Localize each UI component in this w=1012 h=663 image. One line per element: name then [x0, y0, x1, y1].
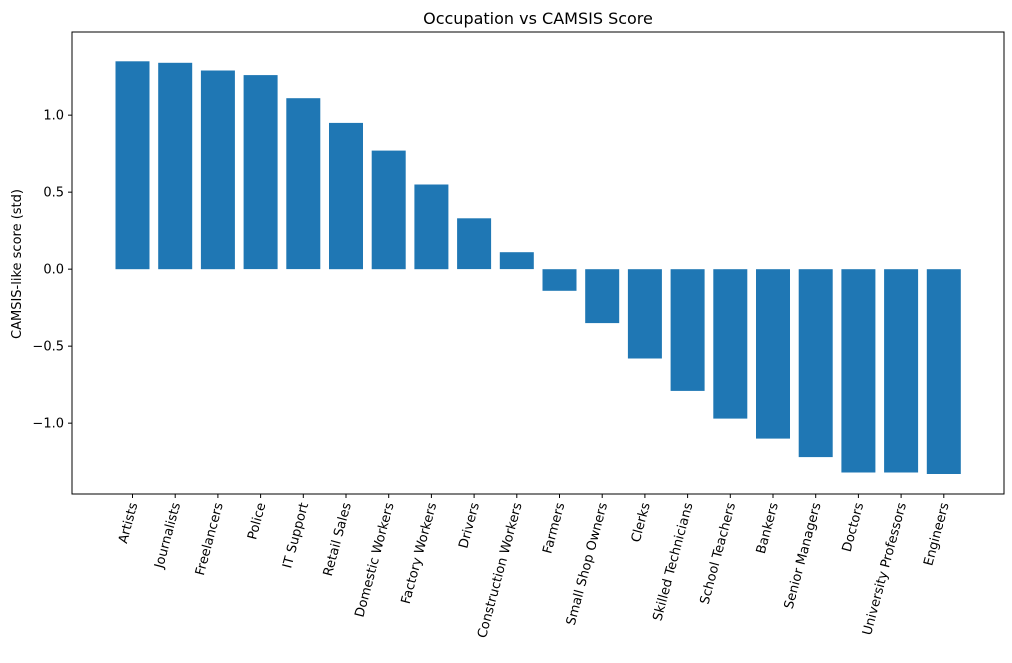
bar	[329, 122, 363, 270]
bar	[756, 269, 790, 439]
x-tick-label: IT Support	[280, 501, 312, 570]
x-tick-label: Police	[245, 501, 269, 541]
x-tick-label: University Professors	[860, 501, 910, 637]
x-tick-label: Clerks	[629, 501, 654, 544]
bar	[158, 62, 193, 270]
y-axis-label: CAMSIS-like score (std)	[10, 189, 25, 339]
bar	[286, 98, 321, 270]
x-tick-label: Senior Managers	[782, 501, 825, 611]
y-tick-label: 1.0	[43, 109, 64, 124]
x-axis-ticks: Artists Journalists Freelancers Police IT Su…	[116, 494, 953, 640]
bar	[457, 218, 492, 270]
bar	[200, 70, 235, 270]
bar	[670, 269, 705, 391]
bar	[542, 269, 577, 291]
x-tick-label: School Teachers	[698, 501, 740, 606]
bar	[585, 269, 620, 324]
bar	[414, 184, 449, 270]
x-tick-label: Freelancers	[193, 501, 227, 577]
x-tick-label: Journalists	[152, 501, 184, 571]
y-tick-label: 0.5	[43, 186, 64, 201]
x-tick-label: Farmers	[540, 501, 568, 555]
x-tick-label: Bankers	[754, 501, 782, 556]
x-tick-label: Engineers	[921, 501, 952, 568]
chart-title: Occupation vs CAMSIS Score	[423, 9, 653, 28]
x-tick-label: Doctors	[840, 501, 868, 554]
bar	[884, 269, 919, 473]
bars-group	[115, 61, 961, 474]
bar	[243, 75, 278, 270]
x-tick-label: Skilled Technicians	[650, 501, 696, 623]
bar	[371, 150, 406, 270]
plot-frame	[71, 31, 1005, 495]
bar	[798, 269, 833, 458]
bar	[841, 269, 876, 473]
y-tick-label: −1.0	[32, 417, 64, 432]
bar	[926, 269, 961, 474]
bar	[713, 269, 748, 419]
x-tick-label: Small Shop Owners	[564, 501, 611, 627]
bar	[115, 61, 150, 270]
x-tick-label: Retail Sales	[321, 501, 355, 578]
x-tick-label: Factory Workers	[399, 501, 441, 606]
x-tick-label: Domestic Workers	[353, 501, 398, 619]
y-tick-label: 0.0	[43, 263, 64, 278]
x-tick-label: Drivers	[456, 501, 483, 550]
y-axis-ticks: −1.0 −0.5 0.0 0.5 1.0	[32, 109, 72, 432]
x-tick-label: Construction Workers	[475, 501, 526, 640]
bar	[627, 269, 662, 359]
bar	[499, 252, 534, 270]
x-tick-label: Artists	[116, 501, 141, 545]
y-tick-label: −0.5	[32, 340, 64, 355]
